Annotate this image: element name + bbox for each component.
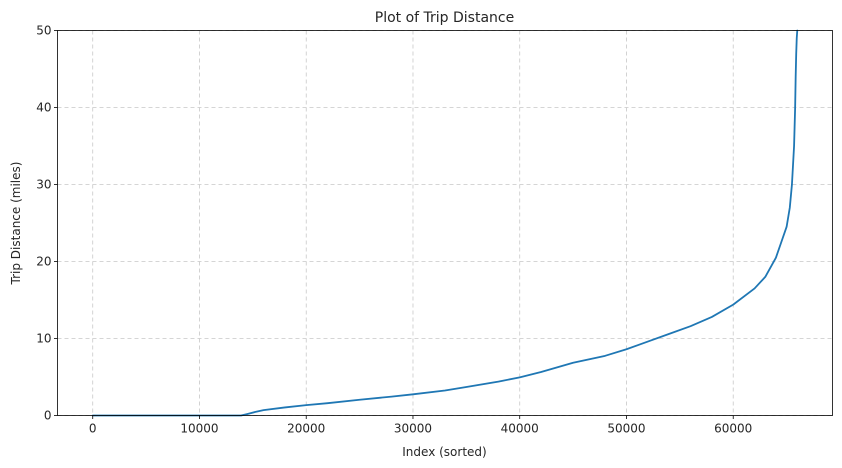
y-tick-label: 10 bbox=[36, 332, 51, 346]
chart-title: Plot of Trip Distance bbox=[375, 10, 514, 26]
axes-frame bbox=[57, 30, 833, 416]
grid bbox=[57, 30, 833, 416]
y-axis-label: Trip Distance (miles) bbox=[9, 162, 23, 286]
y-tick-label: 50 bbox=[36, 24, 51, 38]
x-tick-label: 20000 bbox=[287, 422, 325, 436]
y-tick-label: 40 bbox=[36, 101, 51, 115]
plot-area bbox=[91, 29, 799, 417]
y-tick-label: 20 bbox=[36, 255, 51, 269]
x-tick-label: 10000 bbox=[180, 422, 218, 436]
x-tick-label: 60000 bbox=[714, 422, 752, 436]
x-tick-label: 40000 bbox=[501, 422, 539, 436]
series-line bbox=[91, 29, 799, 417]
x-axis-label: Index (sorted) bbox=[402, 445, 486, 459]
axis-ticks: 0 10000 20000 30000 40000 50000 60000 0 10 20 30 40… bbox=[36, 24, 752, 436]
x-tick-label: 50000 bbox=[607, 422, 645, 436]
x-tick-label: 0 bbox=[89, 422, 97, 436]
x-tick-label: 30000 bbox=[394, 422, 432, 436]
y-tick-label: 30 bbox=[36, 178, 51, 192]
y-tick-label: 0 bbox=[44, 409, 52, 423]
